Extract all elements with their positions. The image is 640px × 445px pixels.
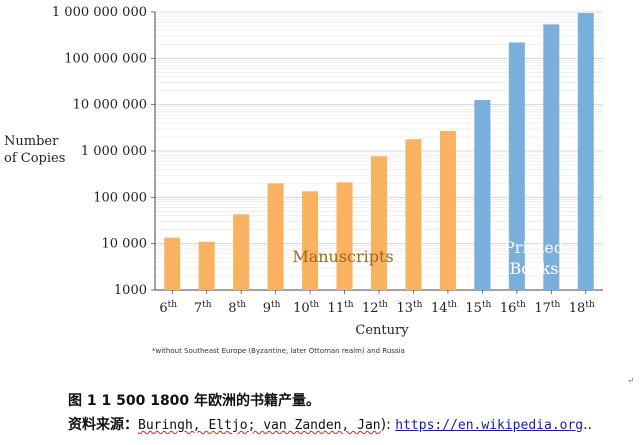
manuscripts-bar (164, 237, 181, 290)
printed-books-bar (508, 42, 525, 291)
x-tick-label: 7th (194, 300, 212, 316)
x-tick-label: 17th (534, 300, 560, 316)
y-tick-label: 1 000 000 000 (52, 5, 147, 20)
manuscripts-bar (302, 191, 319, 290)
manuscripts-bar (198, 241, 215, 290)
x-tick-label: 8th (228, 300, 246, 316)
manuscripts-bar (267, 183, 284, 290)
footnote: *without Southeast Europe (Byzantine, la… (152, 347, 405, 355)
y-tick-label: 10 000 000 (73, 98, 147, 113)
printed-books-label: Printed (504, 238, 564, 257)
y-tick-label: 10 000 (102, 237, 148, 252)
manuscripts-label: Manuscripts (292, 247, 393, 266)
printed-books-bar (543, 24, 560, 291)
manuscripts-bar (439, 131, 456, 290)
source-label: 资料来源： (68, 417, 138, 433)
manuscripts-bar (336, 182, 353, 290)
x-tick-label: 16th (500, 300, 526, 316)
x-tick-label: 14th (431, 300, 457, 316)
manuscripts-bar (233, 214, 250, 290)
bars (164, 13, 594, 291)
y-tick-label: 1 000 000 (81, 144, 147, 159)
y-axis-label: Number of Copies (4, 134, 65, 166)
y-axis-ticks: 1000 10 000 100 000 1 000 000 10 000 000 100 … (52, 5, 155, 298)
printed-books-bar (474, 100, 491, 290)
printed-books-bar (577, 13, 594, 291)
source-tail: .. (583, 417, 593, 433)
manuscripts-bar (405, 139, 422, 290)
y-axis-label-line: Number (4, 134, 59, 149)
y-tick-label: 100 000 000 (64, 51, 147, 66)
x-tick-label: 18th (569, 300, 595, 316)
x-axis-label: Century (355, 323, 409, 338)
x-tick-label: 6th (159, 300, 177, 316)
x-tick-label: 13th (396, 300, 422, 316)
y-axis-label-line: of Copies (4, 151, 65, 166)
return-mark: ↵ (627, 376, 634, 385)
x-axis-ticks: 6th 7th 8th 9th 10th 11th 12th 13th 14th 15th 16th… (159, 290, 595, 316)
chart: 1000 10 000 100 000 1 000 000 10 000 000 100 … (4, 5, 603, 338)
x-tick-label: 12th (362, 300, 388, 316)
x-tick-label: 11th (328, 300, 354, 316)
manuscripts-bar (371, 156, 387, 290)
source-separator: ): (380, 417, 396, 433)
y-tick-label: 1000 (114, 283, 147, 298)
region-labels: Manuscripts Printed Books (292, 238, 564, 278)
x-tick-label: 15th (465, 300, 491, 316)
y-tick-label: 100 000 (93, 190, 147, 205)
source-link[interactable]: https://en.wikipedia.org (395, 418, 584, 433)
printed-books-label: Books (510, 259, 559, 278)
x-tick-label: 10th (293, 300, 319, 316)
source-authors: Buringh, Eltjo; van Zanden, Jan (138, 418, 381, 433)
figure-caption: 图 1 1 500 1800 年欧洲的书籍产量。 (68, 393, 321, 409)
source-line: 资料来源：Buringh, Eltjo; van Zanden, Jan): h… (68, 414, 592, 434)
x-tick-label: 9th (263, 300, 281, 316)
